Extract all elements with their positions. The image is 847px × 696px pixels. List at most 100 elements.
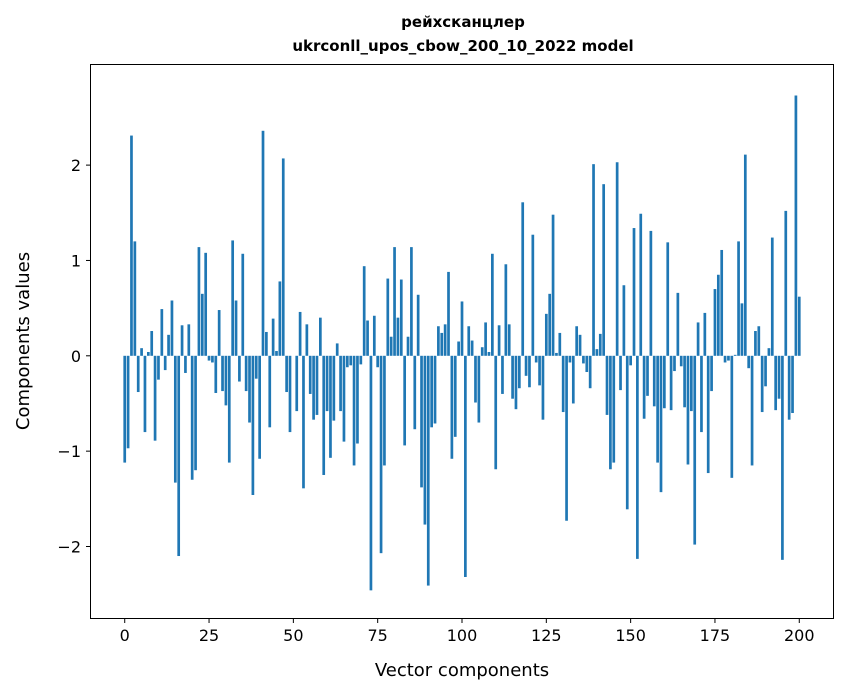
bar-68 bbox=[352, 355, 356, 466]
bar-168 bbox=[690, 355, 693, 412]
y-tick-label: −2 bbox=[57, 537, 81, 556]
bar-129 bbox=[558, 332, 562, 356]
bar-189 bbox=[760, 355, 764, 413]
bar-131 bbox=[565, 355, 568, 521]
bar-108 bbox=[487, 351, 491, 356]
bar-103 bbox=[470, 340, 474, 356]
bar-77 bbox=[383, 355, 386, 466]
bar-102 bbox=[467, 326, 471, 356]
x-axis-label: Vector components bbox=[375, 660, 549, 681]
bar-195 bbox=[781, 355, 784, 560]
bar-159 bbox=[659, 355, 663, 493]
bar-179 bbox=[727, 355, 730, 361]
y-tick-label: 2 bbox=[71, 156, 81, 175]
bar-79 bbox=[389, 336, 393, 356]
bar-71 bbox=[362, 266, 366, 356]
bar-185 bbox=[747, 355, 751, 369]
bar-58 bbox=[319, 317, 322, 356]
bar-154 bbox=[642, 355, 646, 419]
bar-55 bbox=[308, 355, 312, 394]
bar-109 bbox=[491, 253, 494, 356]
bar-35 bbox=[241, 253, 245, 356]
bar-15 bbox=[173, 355, 177, 483]
bar-3 bbox=[133, 241, 137, 356]
bar-9 bbox=[153, 355, 157, 441]
bar-122 bbox=[534, 355, 538, 363]
bar-7 bbox=[146, 351, 150, 356]
bar-111 bbox=[497, 325, 501, 356]
bar-80 bbox=[393, 247, 396, 356]
bar-32 bbox=[231, 240, 235, 356]
bar-148 bbox=[622, 285, 626, 356]
y-tick-label: 0 bbox=[71, 347, 81, 366]
bar-115 bbox=[511, 355, 514, 399]
bar-114 bbox=[507, 324, 511, 356]
bar-53 bbox=[302, 355, 305, 489]
bar-78 bbox=[386, 278, 390, 356]
bar-45 bbox=[275, 351, 278, 356]
bar-100 bbox=[460, 301, 464, 356]
bar-184 bbox=[743, 154, 747, 356]
bar-171 bbox=[700, 355, 703, 433]
bar-106 bbox=[480, 347, 484, 356]
bar-162 bbox=[669, 355, 673, 411]
bar-34 bbox=[238, 355, 241, 382]
bar-18 bbox=[184, 355, 187, 373]
bar-101 bbox=[464, 355, 467, 577]
y-tick-label: 1 bbox=[71, 251, 81, 270]
bar-118 bbox=[521, 202, 525, 356]
bar-48 bbox=[285, 355, 288, 393]
bar-128 bbox=[555, 352, 558, 356]
bar-117 bbox=[517, 355, 521, 389]
x-tick-label: 50 bbox=[283, 626, 303, 645]
bar-67 bbox=[349, 355, 353, 366]
bar-142 bbox=[602, 184, 606, 356]
x-tick-label: 25 bbox=[199, 626, 219, 645]
bar-138 bbox=[588, 355, 592, 389]
bar-28 bbox=[217, 310, 221, 356]
bar-177 bbox=[720, 249, 724, 356]
bar-4 bbox=[136, 355, 140, 393]
bar-94 bbox=[440, 332, 444, 356]
bar-127 bbox=[551, 214, 555, 356]
bar-90 bbox=[426, 355, 430, 586]
bar-17 bbox=[180, 325, 184, 356]
bar-62 bbox=[332, 355, 336, 421]
bar-198 bbox=[791, 355, 794, 414]
bar-66 bbox=[345, 355, 349, 368]
bar-51 bbox=[295, 355, 299, 412]
bar-52 bbox=[298, 311, 302, 356]
bar-44 bbox=[271, 318, 275, 356]
bar-125 bbox=[544, 313, 548, 356]
bar-93 bbox=[437, 326, 440, 356]
bar-88 bbox=[420, 355, 423, 488]
bar-123 bbox=[538, 355, 541, 386]
bar-152 bbox=[636, 355, 639, 559]
bar-54 bbox=[305, 324, 309, 356]
bar-191 bbox=[767, 348, 771, 356]
bar-70 bbox=[359, 355, 363, 365]
bar-37 bbox=[248, 355, 251, 423]
bar-64 bbox=[339, 355, 342, 412]
bar-91 bbox=[430, 355, 433, 428]
bar-193 bbox=[774, 355, 778, 411]
bar-26 bbox=[211, 355, 214, 363]
bar-188 bbox=[757, 326, 761, 356]
bar-85 bbox=[410, 247, 413, 356]
bar-63 bbox=[335, 343, 339, 356]
bar-166 bbox=[683, 355, 686, 408]
bar-133 bbox=[571, 355, 575, 404]
bar-153 bbox=[639, 213, 643, 356]
x-tick-label: 175 bbox=[700, 626, 731, 645]
bar-155 bbox=[646, 355, 649, 396]
bar-57 bbox=[315, 355, 319, 415]
bar-112 bbox=[501, 355, 504, 394]
bar-56 bbox=[312, 355, 315, 420]
bar-23 bbox=[200, 293, 204, 356]
x-tick-label: 75 bbox=[368, 626, 388, 645]
bar-172 bbox=[703, 312, 707, 356]
bar-38 bbox=[251, 355, 255, 495]
bar-74 bbox=[372, 315, 376, 356]
bar-25 bbox=[207, 355, 211, 361]
